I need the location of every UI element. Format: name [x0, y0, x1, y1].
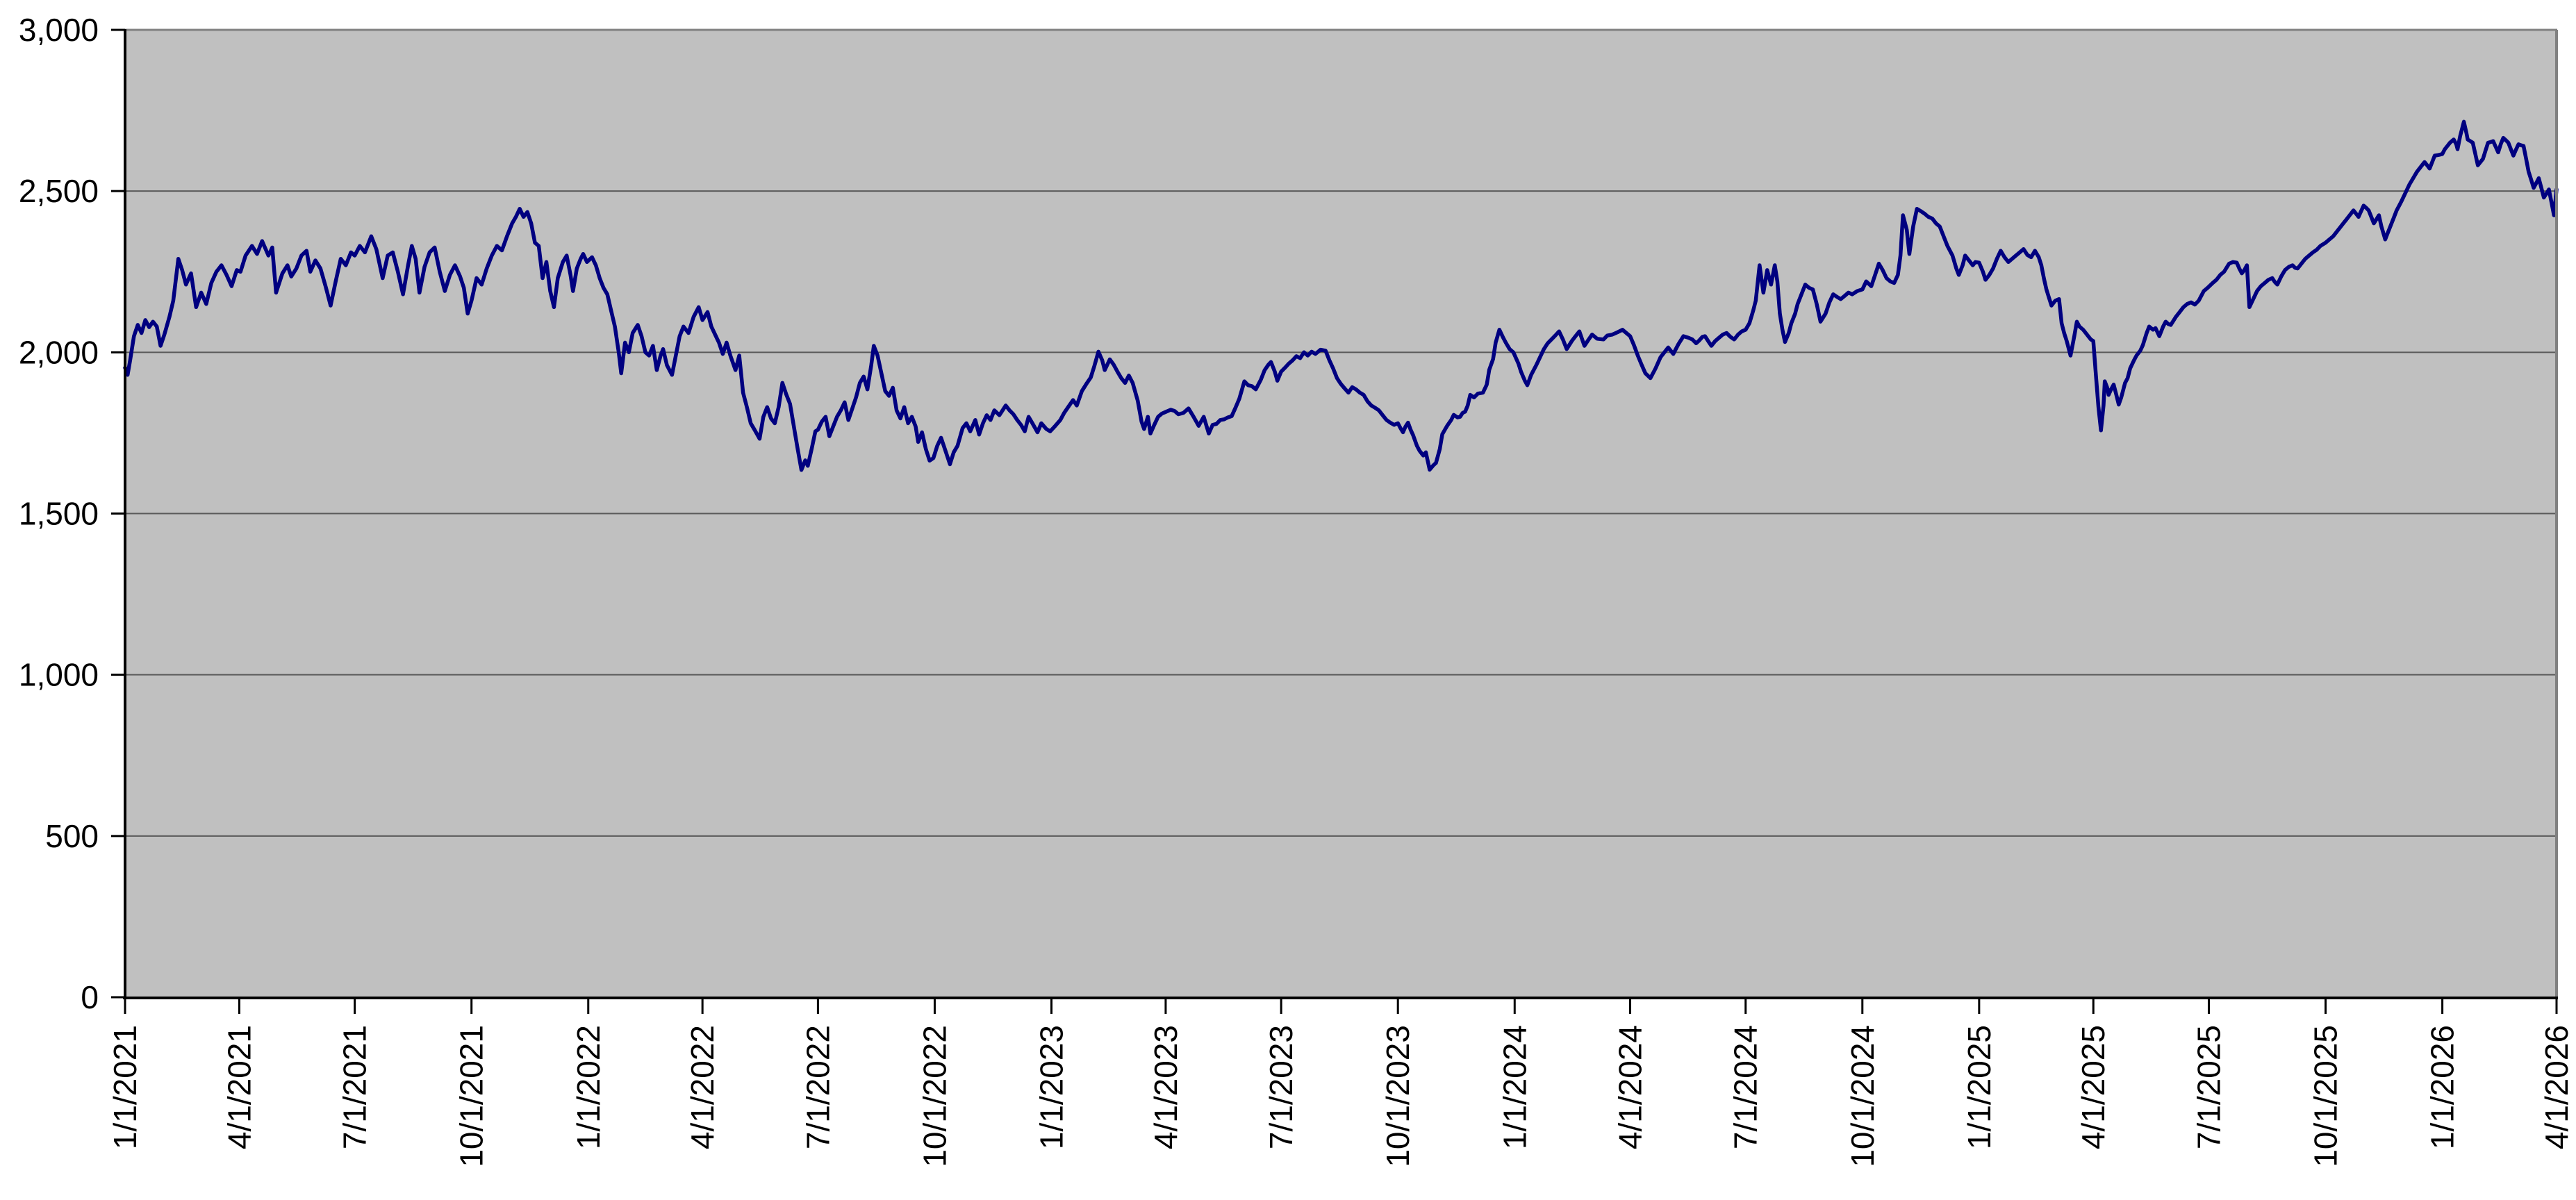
x-axis-label: 4/1/2022 — [684, 1025, 720, 1149]
x-axis-label: 4/1/2023 — [1148, 1025, 1184, 1149]
data-series — [123, 119, 2559, 472]
axis-ticks — [111, 28, 2558, 1014]
x-axis-label: 1/1/2022 — [570, 1025, 606, 1149]
y-axis-label: 2,000 — [19, 334, 99, 370]
x-axis-label: 7/1/2021 — [337, 1025, 373, 1149]
x-axis-label: 10/1/2022 — [916, 1025, 952, 1167]
y-axis-label: 0 — [81, 979, 99, 1015]
x-axis-label: 7/1/2024 — [1728, 1025, 1764, 1149]
x-axis-label: 7/1/2025 — [2190, 1025, 2227, 1149]
gridlines — [125, 190, 2557, 837]
x-axis-label: 4/1/2026 — [2538, 1025, 2575, 1149]
x-axis-label: 4/1/2021 — [221, 1025, 257, 1149]
data-line — [123, 119, 2559, 472]
y-axis-label: 3,000 — [19, 12, 99, 48]
y-axis-label: 2,500 — [19, 173, 99, 209]
x-axis-label: 4/1/2024 — [1612, 1025, 1648, 1149]
y-axis-label: 1,000 — [19, 657, 99, 693]
x-axis-labels: 1/1/2021 4/1/2021 7/1/2021 10/1/2021 1/1/202… — [107, 1025, 2575, 1167]
y-axis-label: 1,500 — [19, 496, 99, 532]
plot-borders — [125, 28, 2558, 997]
x-axis-label: 1/1/2024 — [1496, 1025, 1533, 1149]
x-axis-label: 7/1/2023 — [1263, 1025, 1299, 1149]
x-axis-label: 10/1/2023 — [1380, 1025, 1416, 1167]
x-axis-label: 1/1/2025 — [1961, 1025, 1997, 1149]
x-axis-label: 7/1/2022 — [800, 1025, 836, 1149]
x-axis-label: 4/1/2025 — [2075, 1025, 2111, 1149]
x-axis-label: 1/1/2026 — [2425, 1025, 2461, 1149]
y-axis-labels: 0 500 1,000 1,500 2,000 2,500 3,000 — [19, 12, 99, 1015]
x-axis-label: 10/1/2021 — [454, 1025, 490, 1167]
x-axis-label: 10/1/2024 — [1844, 1025, 1881, 1167]
x-axis-label: 10/1/2025 — [2308, 1025, 2344, 1167]
y-axis-label: 500 — [45, 818, 99, 854]
x-axis-label: 1/1/2021 — [107, 1025, 143, 1149]
x-axis-label: 1/1/2023 — [1034, 1025, 1070, 1149]
